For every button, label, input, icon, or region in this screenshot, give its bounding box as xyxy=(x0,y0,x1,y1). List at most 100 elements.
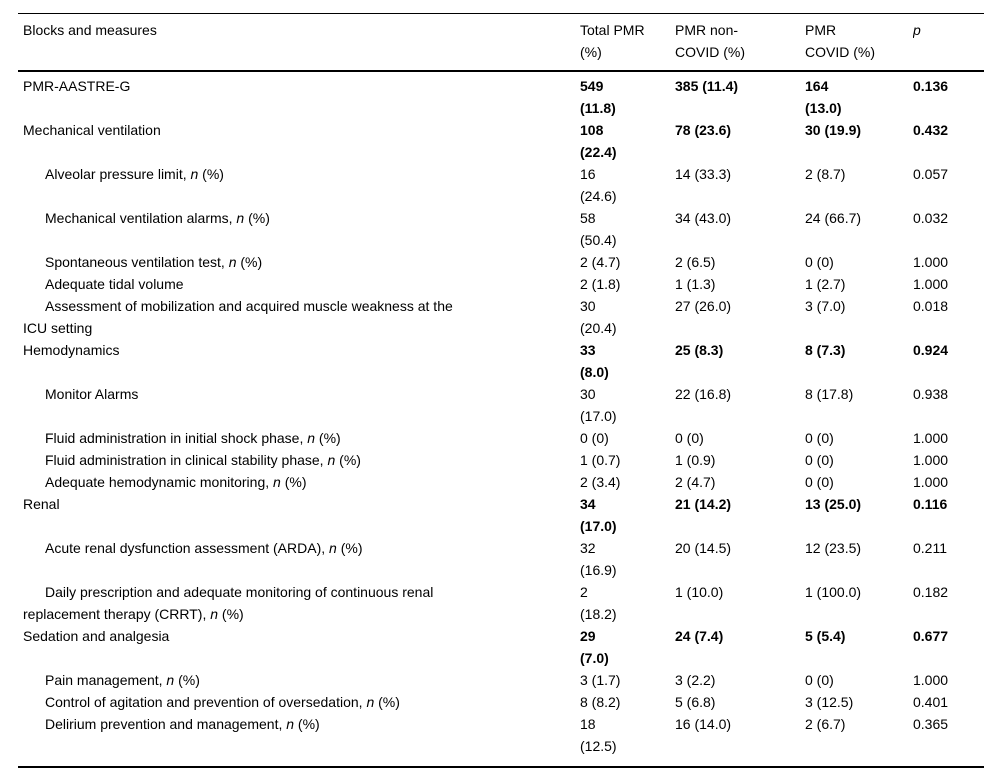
row-label: Renal xyxy=(18,493,580,537)
row-label-segment: Sedation and analgesia xyxy=(23,628,170,644)
p-value: 0.365 xyxy=(913,716,949,732)
row-label-segment: Monitor Alarms xyxy=(45,386,139,402)
row-label-italic-segment: n xyxy=(190,166,199,182)
total-pmr-value: 34 (17.0) xyxy=(580,496,617,534)
pmr-covid-value: 24 (66.7) xyxy=(805,210,862,226)
table-row: Alveolar pressure limit, n (%) 16 (24.6) 1… xyxy=(18,163,984,207)
table-row: Hemodynamics 33 (8.0) 25 (8.3) 8 (7.3) 0.924 xyxy=(18,339,984,383)
row-label-segment: Mechanical ventilation xyxy=(23,122,161,138)
total-pmr-value: 58 (50.4) xyxy=(580,210,617,248)
pmr-non-covid-value: 14 (33.3) xyxy=(675,166,732,182)
total-pmr-value: 549 (11.8) xyxy=(580,78,616,116)
table-row: Control of agitation and prevention of o… xyxy=(18,691,984,713)
total-pmr-value: 30 (17.0) xyxy=(580,386,617,424)
total-pmr-value: 0 (0) xyxy=(580,430,609,446)
row-label: Assessment of mobilization and acquired … xyxy=(18,295,580,339)
table-row: Assessment of mobilization and acquired … xyxy=(18,295,984,339)
total-pmr-value: 29 (7.0) xyxy=(580,628,609,666)
row-label-italic-segment: n xyxy=(210,606,219,622)
p-value: 0.938 xyxy=(913,386,949,402)
row-label-segment: Pain management, xyxy=(45,672,167,688)
header-blocks-and-measures: Blocks and measures xyxy=(23,22,157,38)
pmr-non-covid-value: 16 (14.0) xyxy=(675,716,732,732)
pmr-non-covid-value: 1 (1.3) xyxy=(675,276,716,292)
p-value: 0.924 xyxy=(913,342,949,358)
results-table-container: Blocks and measures Total PMR (%) PMR no… xyxy=(18,13,984,768)
row-label-italic-segment: n xyxy=(329,540,337,556)
row-label-segment: (%) xyxy=(294,716,320,732)
row-label-segment: Alveolar pressure limit, xyxy=(45,166,191,182)
row-label: Control of agitation and prevention of o… xyxy=(18,691,580,713)
p-value: 0.211 xyxy=(913,540,947,556)
pmr-covid-value: 8 (17.8) xyxy=(805,386,854,402)
pmr-covid-value: 164 (13.0) xyxy=(805,78,842,116)
row-label-segment: (%) xyxy=(280,474,307,490)
pmr-non-covid-value: 25 (8.3) xyxy=(675,342,724,358)
row-label: Fluid administration in clinical stabili… xyxy=(18,449,580,471)
row-label: PMR-AASTRE-G xyxy=(18,71,580,119)
row-label-segment: Adequate tidal volume xyxy=(45,276,184,292)
header-pmr-covid: PMR COVID (%) xyxy=(805,22,875,60)
pmr-covid-value: 30 (19.9) xyxy=(805,122,862,138)
row-label-segment: Spontaneous ventilation test, xyxy=(45,254,229,270)
table-row: Pain management, n (%) 3 (1.7) 3 (2.2) 0 (0… xyxy=(18,669,984,691)
row-label-segment: Delirium prevention and management, xyxy=(45,716,287,732)
row-label-segment: (%) xyxy=(335,452,361,468)
table-row: Spontaneous ventilation test, n (%) 2 (4.… xyxy=(18,251,984,273)
table-body: PMR-AASTRE-G 549 (11.8) 385 (11.4) 164 (13.… xyxy=(18,71,984,767)
p-value: 1.000 xyxy=(913,430,949,446)
row-label-segment: Daily prescription and adequate monitori… xyxy=(23,584,434,622)
row-label-segment: Control of agitation and prevention of o… xyxy=(45,694,367,710)
pmr-covid-value: 3 (12.5) xyxy=(805,694,854,710)
row-label-segment: Mechanical ventilation alarms, xyxy=(45,210,237,226)
total-pmr-value: 2 (4.7) xyxy=(580,254,621,270)
pmr-covid-value: 5 (5.4) xyxy=(805,628,846,644)
pmr-covid-value: 12 (23.5) xyxy=(805,540,862,556)
p-value: 0.116 xyxy=(913,496,948,512)
row-label-segment: Fluid administration in clinical stabili… xyxy=(45,452,328,468)
row-label: Mechanical ventilation alarms, n (%) xyxy=(18,207,580,251)
row-label-italic-segment: n xyxy=(228,254,237,270)
table-row: Sedation and analgesia 29 (7.0) 24 (7.4) 5 … xyxy=(18,625,984,669)
row-label-segment: Acute renal dysfunction assessment (ARDA… xyxy=(45,540,330,556)
table-row: Adequate hemodynamic monitoring, n (%) 2 … xyxy=(18,471,984,493)
total-pmr-value: 2 (3.4) xyxy=(580,474,621,490)
table-row: Mechanical ventilation 108 (22.4) 78 (23.6… xyxy=(18,119,984,163)
row-label-segment: (%) xyxy=(236,254,263,270)
pmr-covid-value: 3 (7.0) xyxy=(805,298,846,314)
pmr-covid-value: 0 (0) xyxy=(805,254,834,270)
pmr-non-covid-value: 385 (11.4) xyxy=(675,78,739,94)
pmr-non-covid-value: 3 (2.2) xyxy=(675,672,716,688)
p-value: 0.018 xyxy=(913,298,949,314)
pmr-non-covid-value: 24 (7.4) xyxy=(675,628,724,644)
p-value: 0.032 xyxy=(913,210,949,226)
row-label: Spontaneous ventilation test, n (%) xyxy=(18,251,580,273)
pmr-covid-value: 8 (7.3) xyxy=(805,342,846,358)
row-label: Daily prescription and adequate monitori… xyxy=(18,581,580,625)
header-p: p xyxy=(913,22,921,38)
pmr-covid-value: 0 (0) xyxy=(805,672,834,688)
pmr-non-covid-value: 20 (14.5) xyxy=(675,540,732,556)
pmr-non-covid-value: 2 (4.7) xyxy=(675,474,716,490)
pmr-non-covid-value: 22 (16.8) xyxy=(675,386,732,402)
p-value: 0.401 xyxy=(913,694,949,710)
pmr-non-covid-value: 1 (0.9) xyxy=(675,452,716,468)
row-label: Mechanical ventilation xyxy=(18,119,580,163)
row-label-segment: (%) xyxy=(244,210,270,226)
row-label-italic-segment: n xyxy=(236,210,245,226)
row-label: Acute renal dysfunction assessment (ARDA… xyxy=(18,537,580,581)
row-label-segment: PMR-AASTRE-G xyxy=(23,78,131,94)
header-pmr-non-covid: PMR non- COVID (%) xyxy=(675,22,745,60)
p-value: 0.182 xyxy=(913,584,949,600)
table-row: Fluid administration in clinical stabili… xyxy=(18,449,984,471)
total-pmr-value: 3 (1.7) xyxy=(580,672,621,688)
row-label-italic-segment: n xyxy=(273,474,281,490)
table-row: PMR-AASTRE-G 549 (11.8) 385 (11.4) 164 (13.… xyxy=(18,71,984,119)
pmr-non-covid-value: 21 (14.2) xyxy=(675,496,732,512)
total-pmr-value: 108 (22.4) xyxy=(580,122,617,160)
table-row: Monitor Alarms 30 (17.0) 22 (16.8) 8 (17.8)… xyxy=(18,383,984,427)
header-row: Blocks and measures Total PMR (%) PMR no… xyxy=(18,14,984,71)
table-row: Adequate tidal volume 2 (1.8) 1 (1.3) 1 (2.… xyxy=(18,273,984,295)
total-pmr-value: 2 (1.8) xyxy=(580,276,621,292)
p-value: 1.000 xyxy=(913,452,949,468)
